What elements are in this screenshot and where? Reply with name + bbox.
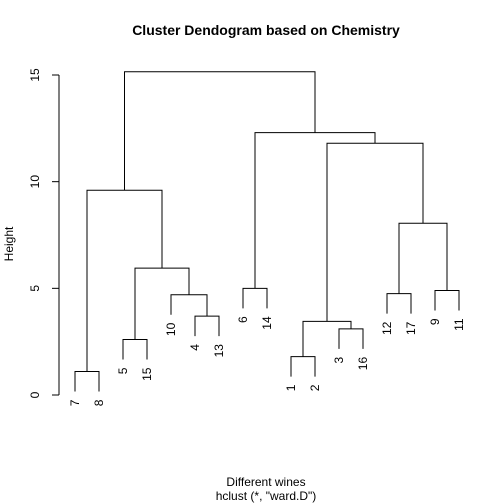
merge-link <box>194 315 220 337</box>
x-axis-label: Different wines <box>226 475 305 489</box>
leaf-label: 1 <box>284 384 298 391</box>
merge-link <box>86 189 163 372</box>
y-tick-label: 0 <box>28 391 42 398</box>
chart-subtitle: hclust (*, "ward.D") <box>216 489 317 503</box>
leaf-label: 2 <box>308 384 322 391</box>
y-axis-label: Height <box>2 226 16 261</box>
merge-link <box>338 328 364 349</box>
merge-link <box>326 142 424 322</box>
leaf-label: 8 <box>92 399 106 406</box>
merge-link <box>386 293 412 314</box>
leaf-label: 16 <box>356 357 370 371</box>
leaf-label: 12 <box>380 321 394 335</box>
leaf-label: 13 <box>212 344 226 358</box>
y-tick-label: 15 <box>28 68 42 82</box>
merge-link <box>170 294 208 317</box>
leaf-label: 3 <box>332 357 346 364</box>
leaf-label: 15 <box>140 367 154 381</box>
leaf-label: 11 <box>452 318 466 331</box>
merge-link <box>242 287 268 309</box>
y-tick-label: 10 <box>28 175 42 189</box>
dendrogram-tree <box>74 71 460 392</box>
leaf-label: 14 <box>260 316 274 330</box>
merge-link <box>398 222 448 294</box>
leaf-label: 9 <box>428 318 442 325</box>
merge-link <box>134 267 190 340</box>
chart-title: Cluster Dendogram based on Chemistry <box>132 22 400 38</box>
merge-link <box>302 320 352 357</box>
merge-link <box>290 356 316 377</box>
y-axis: 0 5 10 15 <box>28 68 60 398</box>
merge-link <box>434 289 460 311</box>
leaf-label: 10 <box>164 322 178 336</box>
merge-link <box>254 132 376 289</box>
merge-link <box>124 71 316 191</box>
leaf-label: 17 <box>404 321 418 335</box>
leaf-label: 6 <box>236 316 250 323</box>
leaf-label: 4 <box>188 344 202 351</box>
merge-link <box>122 339 148 360</box>
leaf-label: 5 <box>116 367 130 374</box>
leaf-label: 7 <box>68 399 82 406</box>
y-tick-label: 5 <box>28 285 42 292</box>
merge-link <box>74 371 100 392</box>
